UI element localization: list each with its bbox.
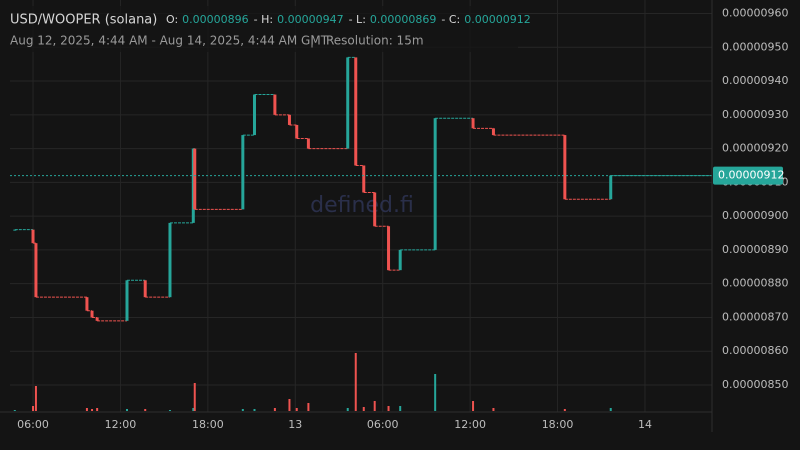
volume-bar (144, 409, 147, 411)
y-tick-label: 0.00000940 (722, 74, 788, 87)
volume-bar (241, 409, 244, 411)
volume-bar (472, 401, 475, 411)
candle-body (609, 175, 613, 200)
ohlc-value: 0.00000869 (370, 13, 436, 26)
y-tick-label: 0.00000870 (722, 310, 788, 323)
ohlc-value: 0.00000912 (464, 13, 530, 26)
volume-bar (362, 407, 365, 411)
legend-bg (6, 6, 518, 52)
x-tick-label: 18:00 (542, 418, 574, 431)
candle-body (241, 135, 245, 210)
candle-body (346, 57, 350, 149)
y-tick-label: 0.00000950 (722, 40, 788, 53)
volume-bar (288, 399, 291, 411)
ohlc-label: - C: (441, 13, 460, 26)
candle-body (95, 317, 99, 321)
volume-bar (307, 403, 310, 411)
candle-body (34, 243, 38, 298)
candle-body (193, 148, 197, 210)
volume-bar (193, 383, 196, 411)
volume-bar (126, 409, 128, 411)
candle-body (563, 135, 567, 200)
volume-bar (609, 408, 612, 411)
volume-bar (387, 406, 390, 411)
ohlc-value: 0.00000896 (182, 13, 248, 26)
y-tick-label: 0.00000850 (722, 378, 788, 391)
candle-body (31, 229, 35, 244)
volume-bar (434, 374, 437, 411)
volume-bar (168, 410, 171, 411)
volume-bar (563, 409, 566, 411)
volume-bar (346, 408, 349, 411)
chart-title: USD/WOOPER (solana) (10, 13, 157, 28)
candle-body (398, 249, 402, 271)
watermark: defined.fi (310, 193, 414, 218)
candle-body (373, 192, 377, 227)
y-tick-label: 0.00000900 (722, 209, 788, 222)
candle-body (252, 94, 256, 136)
volume-bar (354, 353, 357, 411)
separator: | (310, 34, 314, 48)
ohlc-label: - H: (254, 13, 273, 26)
candle-body (362, 165, 366, 193)
y-tick-label: 0.00000890 (722, 243, 788, 256)
x-tick-label: 18:00 (192, 418, 224, 431)
y-tick-label: 0.00000920 (722, 142, 788, 155)
volume-bar (399, 406, 402, 411)
candle-body (354, 57, 358, 166)
volume-bar (85, 408, 88, 411)
candle-body (433, 118, 437, 250)
volume-bar (295, 408, 298, 411)
candle-body (85, 297, 89, 311)
volume-bar (492, 408, 495, 411)
volume-bar (91, 409, 94, 411)
volume-bar (192, 408, 195, 411)
volume-bar (34, 386, 37, 411)
candle-body (471, 118, 475, 129)
candle-body (13, 229, 17, 231)
y-tick-label: 0.00000960 (722, 7, 788, 20)
resolution: Resolution: 15m (326, 34, 424, 48)
subtitle: Aug 12, 2025, 4:44 AM - Aug 14, 2025, 4:… (10, 34, 329, 48)
candle-body (273, 94, 277, 115)
volume-bar (32, 406, 35, 411)
x-tick-label: 06:00 (17, 418, 49, 431)
x-tick-label: 13 (288, 418, 302, 431)
y-tick-label: 0.00000930 (722, 108, 788, 121)
candle-body (287, 114, 291, 125)
volume-bar (96, 408, 99, 411)
y-tick-label: 0.00000880 (722, 277, 788, 290)
volume-bar (13, 410, 16, 411)
ohlc-label: - L: (349, 13, 366, 26)
x-tick-label: 12:00 (454, 418, 486, 431)
candle-body (90, 310, 94, 318)
candle-body (295, 124, 299, 139)
candle-body (143, 280, 147, 298)
y-tick-label: 0.00000860 (722, 344, 788, 357)
ohlc-label: O: (166, 13, 178, 26)
x-tick-label: 14 (638, 418, 652, 431)
last-price-box (713, 166, 783, 185)
candle-body (387, 226, 391, 271)
last-price-label: 0.00000912 (718, 169, 784, 182)
x-tick-label: 12:00 (105, 418, 137, 431)
ohlc-value: 0.00000947 (277, 13, 343, 26)
volume-bar (273, 408, 276, 411)
x-tick-label: 06:00 (367, 418, 399, 431)
candle-body (125, 280, 129, 321)
volume-bar (373, 401, 376, 411)
candle-body (168, 222, 172, 298)
candle-body (306, 138, 310, 149)
candle-body (491, 128, 495, 136)
volume-bar (253, 409, 256, 411)
